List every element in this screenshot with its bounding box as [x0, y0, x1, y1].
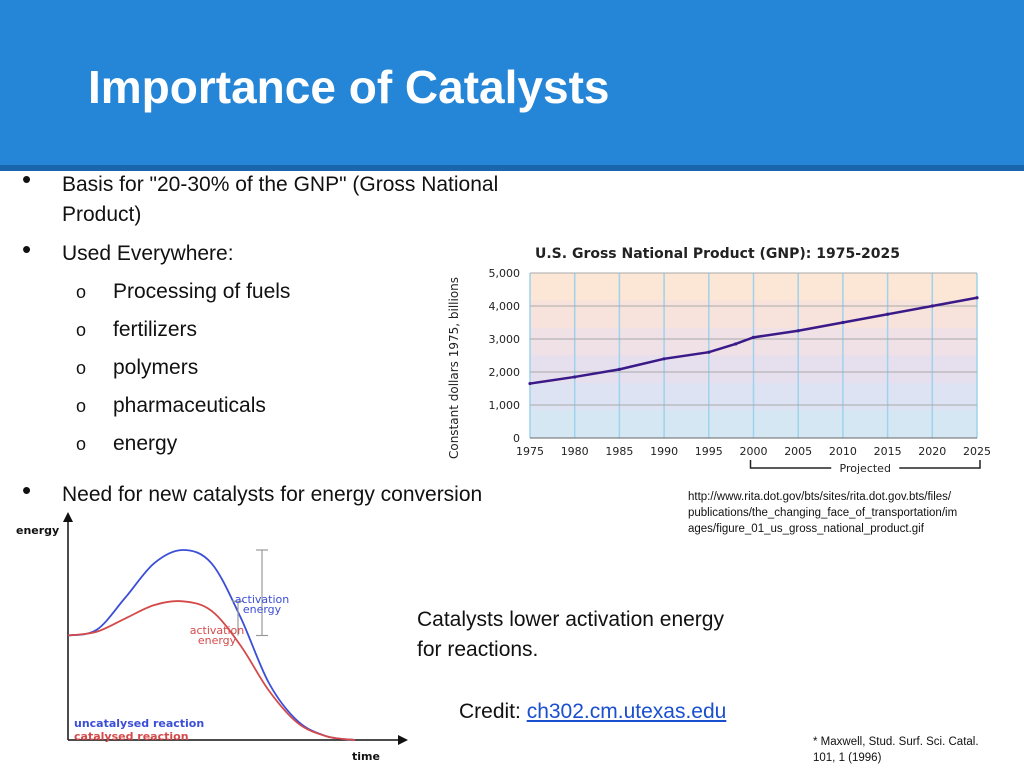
- gnp-data-point: [617, 367, 621, 371]
- gnp-series-line: [529, 296, 978, 385]
- legend-entry: uncatalysed reaction: [74, 717, 204, 730]
- caption-line1: Catalysts lower activation energy: [417, 608, 724, 631]
- gnp-xtick-label: 1995: [695, 445, 723, 458]
- energy-axis-label: energy: [16, 524, 59, 537]
- bullet-dot: •: [22, 475, 32, 505]
- gnp-xtick-label: 1980: [561, 445, 589, 458]
- source-url-line3: ages/figure_01_us_gross_national_product…: [688, 523, 924, 535]
- credit: Credit: ch302.cm.utexas.edu: [459, 697, 726, 727]
- gnp-chart-ylabel: Constant dollars 1975, billions: [447, 277, 461, 459]
- bullet-gnp-line2: Product): [62, 203, 142, 226]
- activation-energy-label-catalysed: activation energy: [190, 624, 245, 647]
- energy-x-arrow: [398, 735, 408, 745]
- sub-item-energy: energy: [113, 432, 178, 455]
- slide-title: Importance of Catalysts: [88, 61, 610, 113]
- gnp-chart-title: U.S. Gross National Product (GNP): 1975-…: [535, 246, 900, 262]
- title-bar-stripe: [0, 165, 1024, 171]
- gnp-data-point: [751, 335, 756, 339]
- gnp-ytick-label: 5,000: [489, 267, 521, 280]
- gnp-xtick-label: 2000: [740, 445, 768, 458]
- gnp-xtick-label: 1975: [516, 445, 544, 458]
- reference-line2: 101, 1 (1996): [813, 752, 882, 764]
- activation-energy-label-uncatalysed: activation energy: [235, 593, 290, 616]
- gnp-chart: U.S. Gross National Product (GNP): 1975-…: [447, 246, 991, 475]
- bullet-new-catalysts: Need for new catalysts for energy conver…: [62, 483, 483, 506]
- caption-line2: for reactions.: [417, 638, 539, 661]
- title-bar: [0, 0, 1024, 165]
- gnp-projected-label-bg: [831, 460, 900, 474]
- gnp-xtick-label: 2010: [829, 445, 857, 458]
- credit-link[interactable]: ch302.cm.utexas.edu: [526, 700, 727, 723]
- gnp-xtick-label: 1985: [605, 445, 633, 458]
- energy-diagram: energy time activation energy activation en…: [16, 512, 408, 763]
- gnp-ytick-label: 3,000: [489, 333, 521, 346]
- sub-marker: o: [76, 282, 87, 302]
- catalysed-curve: [67, 600, 356, 741]
- gnp-data-point: [886, 312, 890, 316]
- bullet-dot: •: [22, 234, 32, 264]
- uncatalysed-curve: [67, 549, 356, 741]
- gnp-data-point: [734, 342, 738, 346]
- gnp-data-point: [707, 350, 711, 354]
- time-axis-label: time: [352, 750, 380, 763]
- gnp-xtick-label: 2025: [963, 445, 991, 458]
- gnp-ytick-label: 0: [513, 432, 520, 445]
- gnp-data-point: [528, 381, 532, 386]
- sub-item-polymers: polymers: [113, 356, 199, 379]
- sub-item-pharmaceuticals: pharmaceuticals: [113, 394, 266, 417]
- gnp-data-point: [662, 357, 666, 361]
- gnp-xtick-label: 2005: [784, 445, 812, 458]
- reference-line1: * Maxwell, Stud. Surf. Sci. Catal.: [813, 736, 979, 748]
- gnp-data-point: [841, 320, 845, 325]
- source-url-line1: http://www.rita.dot.gov/bts/sites/rita.d…: [688, 491, 952, 503]
- gnp-data-point: [796, 329, 800, 333]
- source-url-line2: publications/the_changing_face_of_transp…: [688, 507, 958, 519]
- gnp-ytick-label: 4,000: [489, 300, 521, 313]
- gnp-data-point: [930, 304, 934, 308]
- bullet-gnp: Basis for "20-30% of the GNP" (Gross Nat…: [62, 170, 498, 230]
- gnp-data-point: [573, 375, 577, 379]
- gnp-data-point: [975, 296, 979, 300]
- gnp-ytick-label: 2,000: [489, 366, 521, 379]
- bullet-used-everywhere: Used Everywhere:: [62, 242, 234, 265]
- gnp-xtick-label: 2020: [918, 445, 946, 458]
- gnp-xtick-label: 2015: [874, 445, 902, 458]
- sub-marker: o: [76, 320, 87, 340]
- gnp-ytick-label: 1,000: [489, 399, 521, 412]
- gnp-xtick-label: 1990: [650, 445, 678, 458]
- sub-marker: o: [76, 358, 87, 378]
- sub-marker: o: [76, 396, 87, 416]
- gnp-projected-label: Projected: [840, 462, 891, 475]
- credit-label: Credit:: [459, 700, 521, 723]
- caption: Catalysts lower activation energy for re…: [417, 605, 724, 665]
- reference-note: * Maxwell, Stud. Surf. Sci. Catal. 101, …: [813, 734, 979, 766]
- source-url: http://www.rita.dot.gov/bts/sites/rita.d…: [688, 489, 957, 537]
- energy-y-arrow: [63, 512, 73, 522]
- sub-marker: o: [76, 434, 87, 454]
- bullet-gnp-line1: Basis for "20-30% of the GNP" (Gross Nat…: [62, 173, 499, 196]
- legend-entry: catalysed reaction: [74, 730, 189, 743]
- sub-item-fuels: Processing of fuels: [113, 280, 291, 303]
- bullet-dot: •: [22, 164, 32, 194]
- sub-item-fertilizers: fertilizers: [113, 318, 198, 341]
